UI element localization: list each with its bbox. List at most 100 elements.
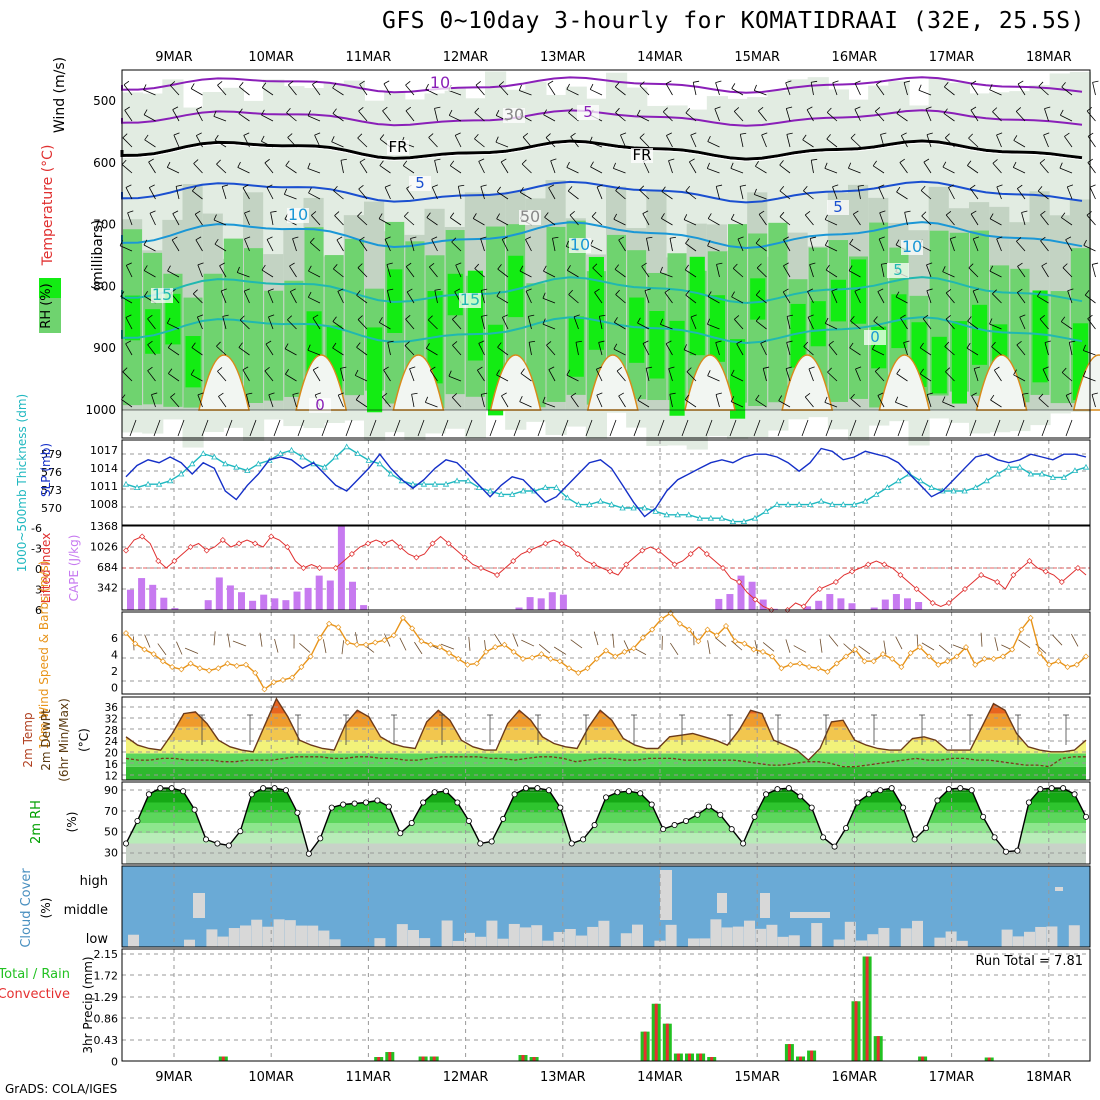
wind-barb xyxy=(639,85,650,96)
wind-barb xyxy=(265,343,274,356)
rh2m-axis-title: 2m RH xyxy=(29,800,44,844)
wind-barb xyxy=(358,107,364,112)
wind-barb xyxy=(168,368,173,374)
wind-barb xyxy=(425,343,430,349)
lifted-index-point xyxy=(558,540,565,547)
wind-barb xyxy=(646,238,650,252)
wind-barb xyxy=(284,348,297,356)
wind-barb xyxy=(926,132,933,136)
wind-barb xyxy=(879,210,886,214)
wind-barb xyxy=(592,267,603,278)
wind-barb xyxy=(807,317,814,330)
surface-wind-barb xyxy=(729,419,737,437)
cloud-low xyxy=(1035,926,1047,947)
wind-barb xyxy=(214,243,227,252)
cloud-low xyxy=(654,940,666,947)
cape-bar xyxy=(537,598,545,610)
cloud-low xyxy=(240,925,251,947)
thickness-line-point xyxy=(464,477,472,484)
wind10m-point xyxy=(603,647,609,654)
cloud-low xyxy=(934,937,946,947)
wind-barb xyxy=(685,238,690,244)
wind-barb xyxy=(521,163,532,174)
wind-barb xyxy=(849,243,861,252)
wind-barb xyxy=(730,213,735,220)
wind10m-frame xyxy=(121,611,1091,695)
wind-barb xyxy=(403,211,409,217)
wind10m-point xyxy=(953,653,960,660)
wind-barb xyxy=(308,192,321,200)
wind-barb xyxy=(1060,316,1066,322)
cloud-low xyxy=(486,920,498,947)
wind-barb xyxy=(151,392,158,396)
thickness-line-point xyxy=(211,453,218,460)
precip-convective-bar xyxy=(710,1057,714,1061)
wind-barb xyxy=(707,296,720,304)
wind-barb xyxy=(874,111,885,122)
thickness-line-point xyxy=(806,501,814,507)
wind-barb xyxy=(243,290,250,304)
wind-barb xyxy=(707,323,720,330)
wind-barb xyxy=(472,213,477,219)
wind-barb xyxy=(501,392,507,397)
lifted-index-point xyxy=(429,540,436,547)
wind-barb xyxy=(637,317,641,324)
wind-barb xyxy=(1043,134,1049,148)
wind-barb xyxy=(127,210,134,214)
wind-barb xyxy=(474,112,485,122)
wind-barb xyxy=(899,158,906,163)
wind-barb xyxy=(338,392,344,396)
thickness-line-point xyxy=(619,504,626,511)
wind10m-point xyxy=(224,660,231,667)
wind10m-point xyxy=(630,645,637,652)
wind-barb xyxy=(785,366,792,369)
wind-barb xyxy=(993,369,1002,382)
wind10m-point xyxy=(843,653,849,660)
wind-barb xyxy=(661,218,673,226)
wind-barb xyxy=(918,84,922,91)
wind-barb xyxy=(265,340,272,345)
wind-barb xyxy=(659,318,664,325)
wind-barb xyxy=(525,239,532,252)
wind-barb xyxy=(807,291,814,304)
wind-barb xyxy=(854,83,861,96)
wind10m-barb xyxy=(232,640,247,647)
wind-barb xyxy=(943,113,955,122)
wind10m-point xyxy=(1036,650,1043,656)
wind10m-point xyxy=(1027,614,1034,621)
rh2m-line-point xyxy=(991,834,998,841)
wind-barb xyxy=(382,106,388,112)
wind-barb xyxy=(175,184,183,187)
wind-barb xyxy=(315,392,321,396)
wind-barb xyxy=(266,239,274,252)
wind-barb xyxy=(431,236,438,240)
precip-convective-bar xyxy=(921,1056,925,1061)
lifted-index-point xyxy=(832,579,839,585)
cape-tick: 684 xyxy=(97,561,118,574)
rh-shading xyxy=(810,301,826,347)
wind-barb xyxy=(449,160,455,166)
wind10m-point xyxy=(1018,626,1025,633)
wind-barb xyxy=(455,264,462,278)
wind-barb xyxy=(683,219,697,226)
wind-barb xyxy=(1089,187,1096,200)
wind-barb xyxy=(968,133,973,139)
wind-barb xyxy=(1021,212,1026,226)
dewpt-axis-title: 2m DewPt xyxy=(39,709,53,771)
wind-barb xyxy=(996,184,1003,188)
wind-barb xyxy=(217,81,223,86)
wind-barb xyxy=(1059,167,1073,174)
rh-shading xyxy=(830,279,846,322)
wind-barb xyxy=(458,184,465,187)
wind-barb xyxy=(548,184,555,189)
wind-barb xyxy=(222,184,229,187)
li-tick: 6 xyxy=(35,604,42,617)
wind-barb xyxy=(714,106,721,110)
wind-barb xyxy=(567,190,579,200)
wind-barb xyxy=(542,396,546,403)
wind-barb xyxy=(926,394,932,408)
wind10m-barb xyxy=(213,631,216,646)
thickness-line-point xyxy=(608,501,615,507)
lifted-index-point xyxy=(477,565,484,571)
wind10m-point xyxy=(298,664,305,671)
